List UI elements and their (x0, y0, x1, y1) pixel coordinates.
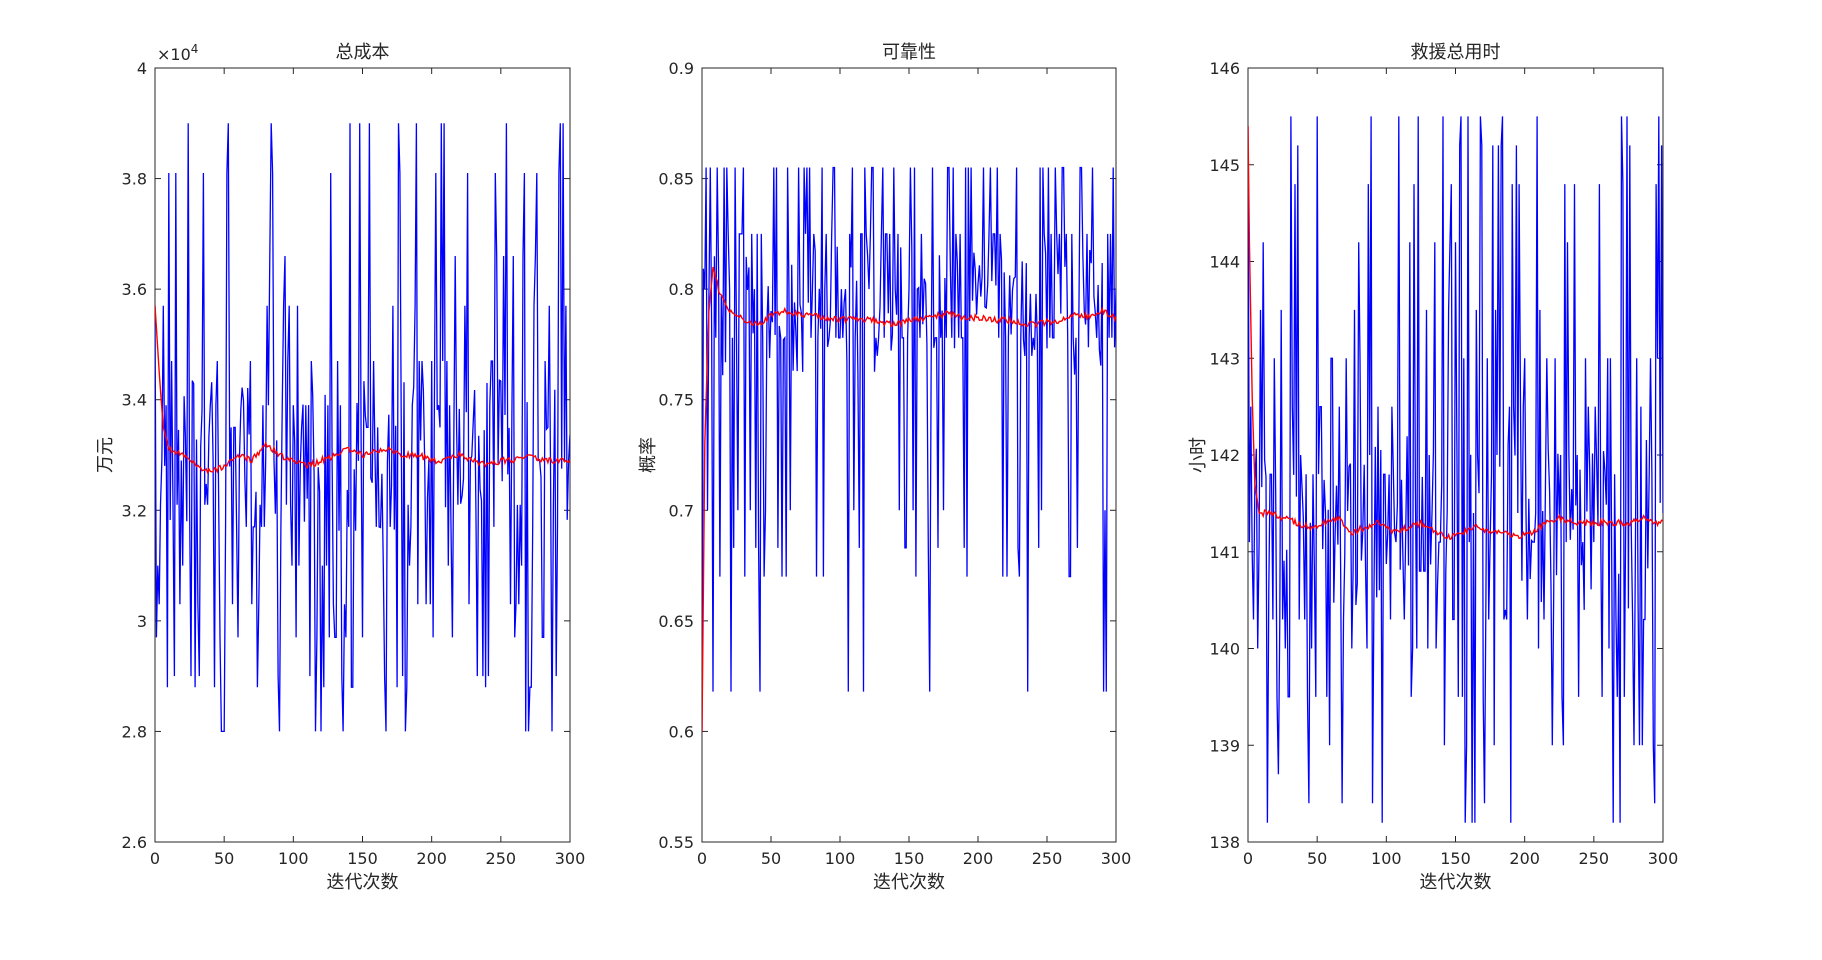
y-exponent-power: 4 (191, 42, 199, 56)
chart-title: 可靠性 (882, 42, 936, 63)
x-tick-label: 200 (1509, 849, 1540, 868)
x-tick-label: 250 (486, 849, 517, 868)
y-tick-label: 145 (1209, 156, 1240, 175)
y-axis-label: 概率 (638, 437, 659, 473)
x-tick-label: 250 (1579, 849, 1610, 868)
x-axis-label: 迭代次数 (1420, 872, 1492, 893)
y-axis-label: 万元 (95, 437, 116, 473)
y-tick-label: 0.55 (658, 833, 694, 852)
y-exponent-base: ×10 (157, 45, 191, 64)
x-tick-label: 50 (761, 849, 781, 868)
y-tick-label: 138 (1209, 833, 1240, 852)
plot-area (155, 123, 570, 733)
x-tick-label: 300 (1101, 849, 1132, 868)
x-axis-label: 迭代次数 (873, 872, 945, 893)
x-tick-label: 50 (214, 849, 234, 868)
x-tick-label: 150 (894, 849, 925, 868)
x-tick-label: 200 (963, 849, 994, 868)
y-tick-label: 3.2 (122, 501, 147, 520)
y-tick-label: 3 (137, 612, 147, 631)
x-tick-label: 100 (278, 849, 309, 868)
y-tick-label: 0.8 (669, 280, 694, 299)
y-tick-label: 0.7 (669, 501, 694, 520)
series-line-iterations (155, 123, 570, 733)
y-tick-label: 0.9 (669, 59, 694, 78)
y-axis-label: 小时 (1188, 437, 1209, 473)
y-tick-label: 0.65 (658, 612, 694, 631)
y-tick-label: 144 (1209, 253, 1240, 272)
x-tick-label: 100 (1371, 849, 1402, 868)
series-line-running-mean (702, 266, 1116, 732)
x-tick-label: 0 (150, 849, 160, 868)
series-line-running-mean (155, 305, 570, 475)
chart-panel-2: 0 50 100 150 200 250 300 0.55 0.6 0.65 0.7 0.75 0.8 0… (638, 42, 1131, 893)
y-tick-label: 143 (1209, 349, 1240, 368)
x-tick-label: 150 (1440, 849, 1471, 868)
y-tick-label: 3.8 (122, 170, 147, 189)
y-tick-label: 139 (1209, 736, 1240, 755)
x-tick-label: 100 (825, 849, 856, 868)
y-tick-label: 141 (1209, 543, 1240, 562)
y-tick-label: 2.8 (122, 722, 147, 741)
chart-panel-3: 0 50 100 150 200 250 300 138 139 140 141 142 143 144 1… (1188, 42, 1678, 893)
y-tick-label: 0.75 (658, 391, 694, 410)
series-line-running-mean (1248, 125, 1663, 541)
series-line-iterations (702, 166, 1116, 732)
y-tick-label: 2.6 (122, 833, 147, 852)
x-axis-label: 迭代次数 (327, 872, 399, 893)
y-tick-label: 140 (1209, 640, 1240, 659)
y-tick-label: 142 (1209, 446, 1240, 465)
x-tick-label: 0 (697, 849, 707, 868)
x-tick-label: 250 (1032, 849, 1063, 868)
chart-title: 总成本 (336, 42, 390, 63)
y-tick-label: 146 (1209, 59, 1240, 78)
y-tick-label: 0.6 (669, 722, 694, 741)
series-line-iterations (1248, 116, 1663, 823)
x-tick-label: 50 (1307, 849, 1327, 868)
y-tick-label: 0.85 (658, 170, 694, 189)
x-tick-label: 150 (347, 849, 378, 868)
x-tick-label: 300 (1648, 849, 1679, 868)
x-tick-label: 200 (416, 849, 447, 868)
plot-area (1248, 116, 1663, 823)
y-tick-label: 3.6 (122, 280, 147, 299)
chart-panel-1: 0 50 100 150 200 250 3002.62.833.23.43.63.84×1… (95, 42, 585, 893)
y-tick-label: 4 (137, 59, 147, 78)
x-tick-label: 300 (555, 849, 586, 868)
chart-title: 救援总用时 (1411, 42, 1501, 63)
y-tick-label: 3.4 (122, 391, 147, 410)
x-tick-label: 0 (1243, 849, 1253, 868)
y-exponent-label: ×104 (157, 42, 198, 64)
plot-area (702, 166, 1116, 732)
